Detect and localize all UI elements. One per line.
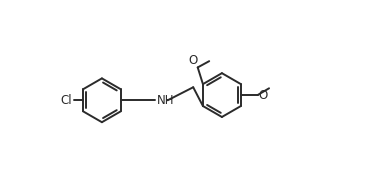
Text: O: O [258, 89, 267, 102]
Text: Cl: Cl [61, 94, 72, 107]
Text: O: O [188, 54, 197, 67]
Text: NH: NH [157, 94, 174, 107]
